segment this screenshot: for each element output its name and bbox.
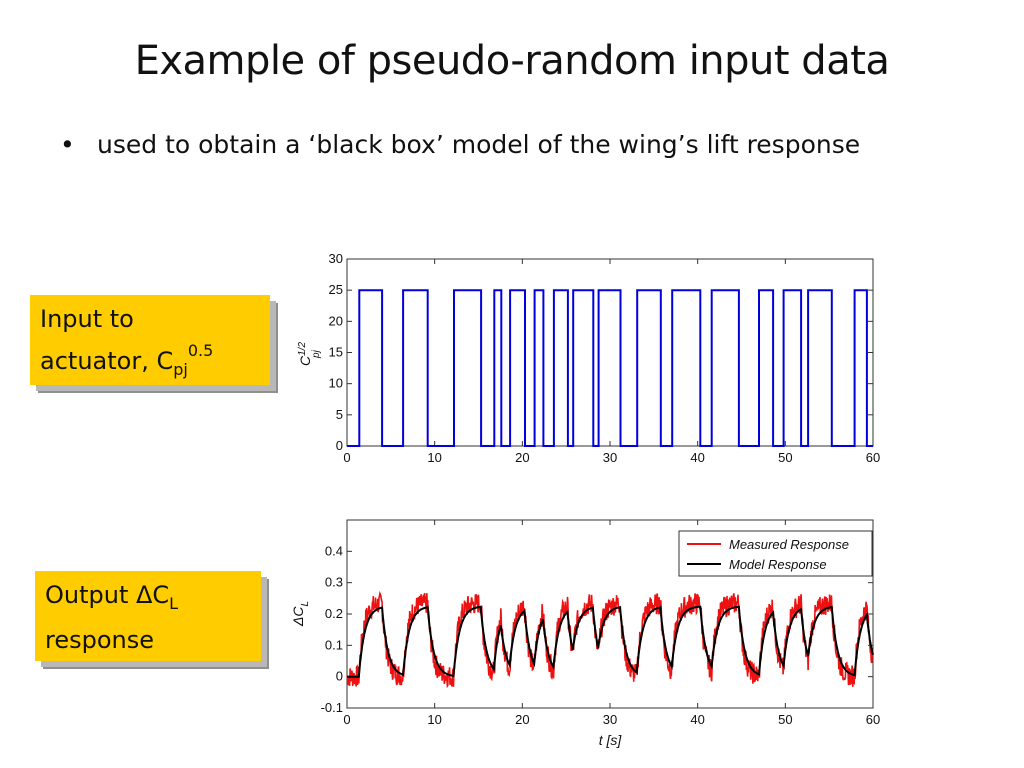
plot-frame-bottom [346,519,874,709]
y-tick-label-top: 25 [329,282,343,297]
legend-box [678,530,873,577]
model-response-line [347,605,874,678]
x-tick-label-top: 30 [603,450,617,465]
y-tick-label-bottom: 0.2 [325,606,343,621]
bullet-text: used to obtain a ‘black box’ model of th… [97,130,861,159]
input-signal-line [347,289,873,447]
y-tick-label-top: 30 [329,251,343,266]
x-tick-label-top: 60 [866,450,880,465]
y-axis-label-bottom: ΔCL [290,601,311,627]
input-callout: Input to actuator, Cpj0.5 [30,295,270,385]
plot-frame-top [346,258,874,447]
y-tick-label-bottom: 0.4 [325,543,343,558]
x-tick-label-top: 50 [778,450,792,465]
x-tick-label-bottom: 40 [690,712,704,727]
x-tick-label-top: 20 [515,450,529,465]
legend-label-model: Model Response [729,557,827,572]
x-axis-label-bottom: t [s] [599,732,623,748]
output-callout-line2: response [45,625,155,654]
slide-title: Example of pseudo-random input data [134,38,890,84]
x-tick-label-bottom: 0 [343,712,350,727]
legend-label-measured: Measured Response [729,537,849,552]
x-tick-label-bottom: 50 [778,712,792,727]
output-callout-sub: L [169,593,179,613]
input-callout-line1: Input to [40,305,134,333]
y-tick-label-top: 5 [336,407,343,422]
x-tick-label-bottom: 30 [603,712,617,727]
input-callout-sup: 0.5 [187,341,214,360]
y-tick-label-bottom: 0.1 [325,637,343,652]
x-tick-label-bottom: 60 [866,712,880,727]
y-axis-label-sup: 1/2 [297,342,308,356]
x-tick-label-top: 40 [690,450,704,465]
y-tick-label-bottom: 0.3 [325,575,343,590]
input-callout-sub: pj [173,359,188,379]
x-tick-label-top: 0 [343,450,350,465]
bullet-dot: • [60,130,75,159]
x-tick-label-bottom: 20 [515,712,529,727]
output-callout: Output ΔCL response [35,571,261,661]
output-callout-line1: Output ΔCL [45,581,179,613]
measured-response-line [346,590,874,689]
y-tick-label-top: 15 [329,345,343,360]
y-tick-label-top: 20 [329,313,343,328]
y-tick-label-top: 0 [336,438,343,453]
y-axis-label-bottom-sub: L [300,601,311,607]
y-tick-label-bottom: -0.1 [321,700,343,715]
x-tick-label-top: 10 [427,450,441,465]
input-callout-line2: actuator, Cpj0.5 [40,341,214,379]
x-tick-label-bottom: 10 [427,712,441,727]
y-tick-label-top: 10 [329,376,343,391]
y-tick-label-bottom: 0 [336,669,343,684]
y-axis-label-top: C1/2 pj [297,342,323,366]
y-axis-label-sub: pj [311,349,322,359]
